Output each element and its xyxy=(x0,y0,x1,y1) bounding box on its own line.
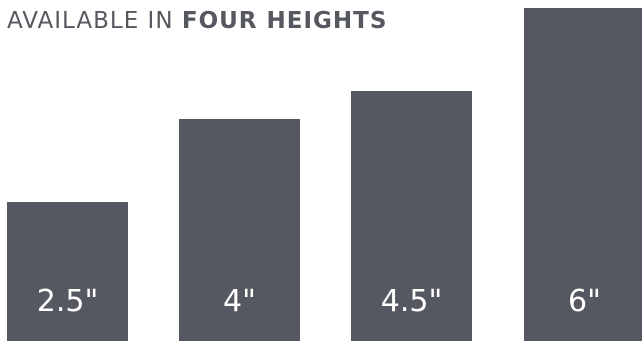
height-bar-4: 4" xyxy=(179,119,300,341)
height-bar-2-5: 2.5" xyxy=(7,202,128,341)
title-bold: FOUR HEIGHTS xyxy=(181,8,388,34)
height-label: 6" xyxy=(568,284,601,319)
height-label: 4" xyxy=(223,284,256,319)
height-label: 4.5" xyxy=(380,284,443,319)
height-label: 2.5" xyxy=(36,284,99,319)
title-light: AVAILABLE IN xyxy=(7,8,174,34)
page-title: AVAILABLE IN FOUR HEIGHTS xyxy=(7,6,387,36)
height-bar-6: 6" xyxy=(524,8,642,341)
height-bar-4-5: 4.5" xyxy=(351,91,472,341)
